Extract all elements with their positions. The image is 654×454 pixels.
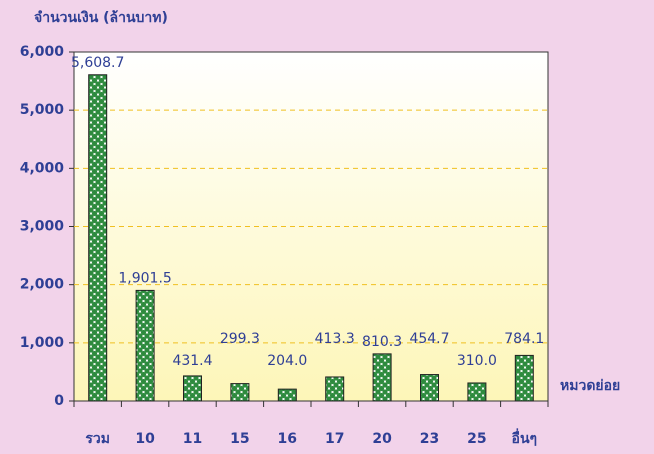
bar [467,382,487,402]
x-tick-label: 25 [467,431,486,447]
x-tick-label: 16 [278,431,297,447]
y-axis-label: จำนวนเงิน (ล้านบาท) [34,10,168,26]
value-label: 310.0 [457,353,497,369]
value-label: 454.7 [409,331,449,347]
y-tick-label: 5,000 [20,102,65,118]
y-tick-label: 2,000 [20,277,65,293]
value-label: 1,901.5 [118,270,171,286]
x-axis-label: หมวดย่อย [560,378,620,394]
x-tick-label: 17 [325,431,344,447]
x-tick-label: 15 [230,431,249,447]
value-label: 204.0 [267,353,307,369]
value-label: 299.3 [220,331,260,347]
x-tick-label: อื่นๆ [512,428,538,447]
x-tick-label: 20 [372,431,392,447]
value-label: 431.4 [172,353,212,369]
bar [325,376,345,402]
y-tick-label: 1,000 [20,335,65,351]
value-label: 810.3 [362,334,402,350]
value-label: 5,608.7 [71,55,124,71]
x-tick-label: 10 [135,431,155,447]
bar [183,375,202,402]
x-tick-label: 23 [420,431,439,447]
bar [372,353,392,402]
value-label: 784.1 [504,331,544,347]
y-tick-label: 6,000 [20,44,65,60]
y-tick-label: 3,000 [20,219,65,235]
bar [277,388,297,402]
x-tick-label: รวม [85,431,110,447]
bar [230,383,250,402]
y-tick-label: 4,000 [20,160,65,176]
bar [88,74,108,402]
bar [135,289,155,402]
value-label: 413.3 [315,331,355,347]
x-tick-label: 11 [183,431,202,447]
bar [514,354,534,402]
bar [420,374,439,402]
y-tick-label: 0 [54,393,64,409]
